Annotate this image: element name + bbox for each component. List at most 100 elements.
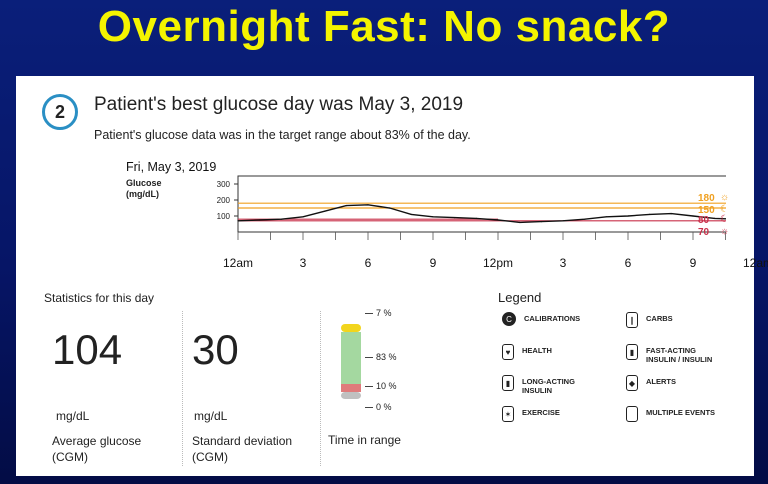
x-tick-label: 9 (689, 256, 697, 270)
glucose-point (367, 204, 369, 206)
legend-item: ♥ HEALTH (502, 344, 552, 360)
legend-item: MULTIPLE EVENTS (626, 406, 715, 422)
multiple-events-icon (626, 406, 638, 422)
x-tick-label: 6 (624, 256, 632, 270)
glucose-axis-label-line2: (mg/dL) (126, 189, 159, 199)
glucose-point (584, 218, 586, 220)
glucose-point (540, 221, 542, 223)
sun-icon: ☼ (720, 192, 730, 203)
glucose-point (475, 217, 477, 219)
glucose-point (432, 216, 434, 218)
legend-item: C CALIBRATIONS (502, 312, 580, 326)
glucose-point (670, 213, 672, 215)
standard-deviation-value: 30 (192, 326, 239, 373)
tir-tick (365, 357, 373, 358)
stats-divider (182, 311, 183, 466)
x-tick-label: 3 (559, 256, 567, 270)
legend-label: CARBS (646, 314, 673, 323)
slide-title: Overnight Fast: No snack? (97, 2, 671, 51)
tir-segment-low (341, 384, 361, 392)
tir-segment-in_range (341, 332, 361, 384)
glucose-point (280, 218, 282, 220)
tir-tick (365, 407, 373, 408)
glucose-point (345, 205, 347, 207)
glucose-point (714, 217, 716, 219)
moon-icon: ☾ (720, 214, 729, 225)
time-in-range-bar (341, 324, 361, 399)
x-tick-label: 12am (222, 256, 254, 270)
legend-title: Legend (498, 290, 542, 305)
fast-insulin-icon: ▮ (626, 344, 638, 360)
report-headline: Patient's best glucose day was May 3, 20… (94, 94, 464, 115)
glucose-chart: 300 200 100 (217, 175, 726, 240)
glucose-point (497, 219, 499, 221)
target-value-70: 70 (698, 227, 710, 238)
glucose-point (389, 207, 391, 209)
glucose-point (302, 216, 304, 218)
legend-label: MULTIPLE EVENTS (646, 408, 716, 417)
x-tick-label: 12am (742, 256, 768, 270)
tir-label-low: 10 % (376, 381, 397, 391)
tir-segment-very_low (341, 392, 361, 399)
glucose-point (519, 221, 521, 223)
tir-segment-high (341, 324, 361, 332)
y-tick-label: 100 (217, 212, 231, 221)
exercise-icon: ✶ (502, 406, 514, 422)
tir-tick (365, 386, 373, 387)
sun-icon: ☼ (720, 226, 730, 237)
glucose-point (692, 215, 694, 217)
glucose-point (410, 213, 412, 215)
standard-deviation-unit: mg/dL (194, 409, 228, 423)
step-badge: 2 (42, 94, 78, 130)
target-value-80: 80 (698, 215, 710, 226)
legend-label: CALIBRATIONS (524, 314, 581, 323)
chart-frame (237, 175, 726, 233)
glucose-point (259, 219, 261, 221)
tir-label-high: 7 % (376, 308, 392, 318)
chart-date: Fri, May 3, 2019 (126, 160, 217, 174)
glucose-point (605, 216, 607, 218)
glucose-point (627, 215, 629, 217)
legend-item: ✶ EXERCISE (502, 406, 560, 422)
legend-label: HEALTH (522, 346, 552, 355)
average-glucose-caption-line2: (CGM) (52, 450, 88, 464)
standard-deviation-caption: Standard deviation (CGM) (192, 433, 292, 465)
report-panel: 2 Patient's best glucose day was May 3, … (16, 76, 768, 476)
glucose-point (562, 220, 564, 222)
health-icon: ♥ (502, 344, 514, 360)
standard-deviation-caption-line1: Standard deviation (192, 434, 293, 448)
y-tick-label: 300 (217, 180, 231, 189)
legend-label: FAST-ACTING INSULIN / INSULIN (646, 346, 713, 364)
carbs-icon: ∥ (626, 312, 638, 328)
legend-label: LONG-ACTING INSULIN (522, 377, 575, 395)
tir-tick (365, 313, 373, 314)
standard-deviation-caption-line2: (CGM) (192, 450, 228, 464)
glucose-point (324, 210, 326, 212)
legend-label: ALERTS (646, 377, 676, 386)
x-tick-label: 3 (299, 256, 307, 270)
legend-item: ◆ ALERTS (626, 375, 676, 391)
x-tick-label: 12pm (482, 256, 514, 270)
report-subline: Patient's glucose data was in the target… (94, 128, 471, 142)
average-glucose-caption-line1: Average glucose (52, 434, 142, 448)
alerts-icon: ◆ (626, 375, 638, 391)
long-insulin-icon: ▮ (502, 375, 514, 391)
glucose-point (649, 213, 651, 215)
time-in-range-caption: Time in range (328, 433, 401, 447)
x-tick-label: 6 (364, 256, 372, 270)
stats-divider (320, 311, 321, 466)
x-tick-label: 9 (429, 256, 437, 270)
average-glucose-caption: Average glucose (CGM) (52, 433, 141, 465)
average-glucose-unit: mg/dL (56, 409, 90, 423)
legend-label: EXERCISE (522, 408, 560, 417)
tir-label-in-range: 83 % (376, 352, 397, 362)
legend-item: ▮ FAST-ACTING INSULIN / INSULIN (626, 344, 712, 364)
moon-icon: ☾ (720, 204, 729, 215)
glucose-point (237, 220, 239, 222)
legend-item: ▮ LONG-ACTING INSULIN (502, 375, 575, 395)
glucose-axis-label: Glucose (mg/dL) (126, 178, 162, 200)
glucose-axis-label-line1: Glucose (126, 178, 162, 188)
tir-label-very-low: 0 % (376, 402, 392, 412)
calibration-icon: C (502, 312, 516, 326)
target-value-180: 180 (698, 193, 715, 204)
